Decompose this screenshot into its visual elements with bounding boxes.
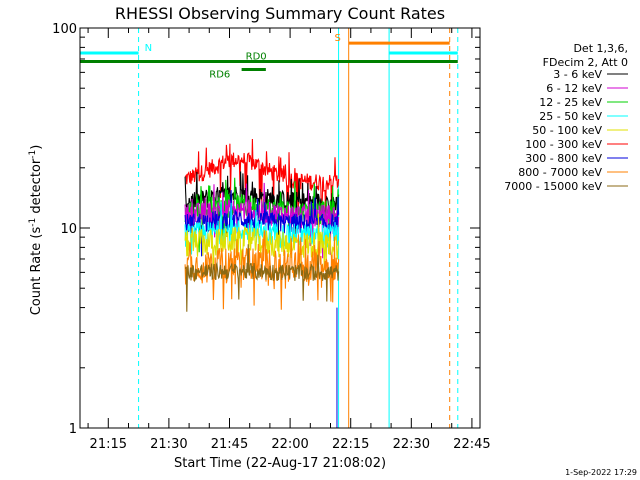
- y-axis-label-sup1: -1: [28, 218, 38, 227]
- legend-header-line: FDecim 2, Att 0: [543, 56, 628, 69]
- y-tick-label-1: 1: [69, 422, 77, 437]
- x-axis-label: Start Time (22-Aug-17 21:08:02): [174, 456, 386, 471]
- plot-frame: [79, 27, 481, 429]
- y-axis-label-end: ): [29, 145, 44, 150]
- legend-entry-label: 6 - 12 keV: [546, 82, 602, 95]
- vertical-markers: [79, 28, 459, 428]
- flag-label-rd6: RD6: [209, 70, 230, 81]
- y-axis-label-sup2: -1: [28, 150, 38, 159]
- legend-entry-label: 12 - 25 keV: [539, 96, 602, 109]
- x-tick-label: 22:15: [332, 437, 369, 452]
- series-line-25-50-kev: [184, 201, 340, 260]
- x-tick-label: 22:45: [453, 437, 490, 452]
- legend-entry-label: 100 - 300 keV: [525, 138, 602, 151]
- flag-label-n: N: [145, 43, 152, 54]
- series-line-7000-15000-kev: [184, 244, 340, 312]
- series-layer: [184, 138, 340, 428]
- legend-entry-label: 7000 - 15000 keV: [504, 180, 602, 193]
- y-tick-label-10: 10: [60, 222, 77, 237]
- flag-bars: N S RD0 RD6: [80, 33, 458, 81]
- footer-timestamp: 1-Sep-2022 17:29: [565, 468, 637, 477]
- legend-entry-label: 25 - 50 keV: [539, 110, 602, 123]
- x-tick-label: 21:15: [90, 437, 127, 452]
- y-axis-label: Count Rate (s-1 detector-1): [28, 145, 44, 316]
- y-axis-label-main: Count Rate (s: [29, 227, 44, 316]
- y-axis-label-mid: detector: [29, 158, 44, 218]
- series-line-800-7000-kev: [184, 229, 340, 310]
- legend-entry-label: 800 - 7000 keV: [518, 166, 602, 179]
- y-tick-label-100: 100: [52, 22, 77, 37]
- axes: 1 10 100 21:15 21:30 21:45 22:00 22:15 22:30 22:4…: [52, 22, 490, 452]
- x-tick-label: 22:00: [271, 437, 308, 452]
- x-tick-label: 22:30: [393, 437, 430, 452]
- legend-entry-label: 3 - 6 keV: [553, 68, 602, 81]
- x-tick-label: 21:45: [211, 437, 248, 452]
- series-line-6-12-kev: [184, 182, 340, 259]
- legend-entry-label: 50 - 100 keV: [532, 124, 602, 137]
- chart-title: RHESSI Observing Summary Count Rates: [115, 4, 445, 23]
- legend-header-line: Det 1,3,6,: [573, 42, 628, 55]
- x-tick-label: 21:30: [150, 437, 187, 452]
- flag-label-s: S: [335, 33, 341, 44]
- flag-label-rd0: RD0: [246, 51, 267, 62]
- legend-entry-label: 300 - 800 keV: [525, 152, 602, 165]
